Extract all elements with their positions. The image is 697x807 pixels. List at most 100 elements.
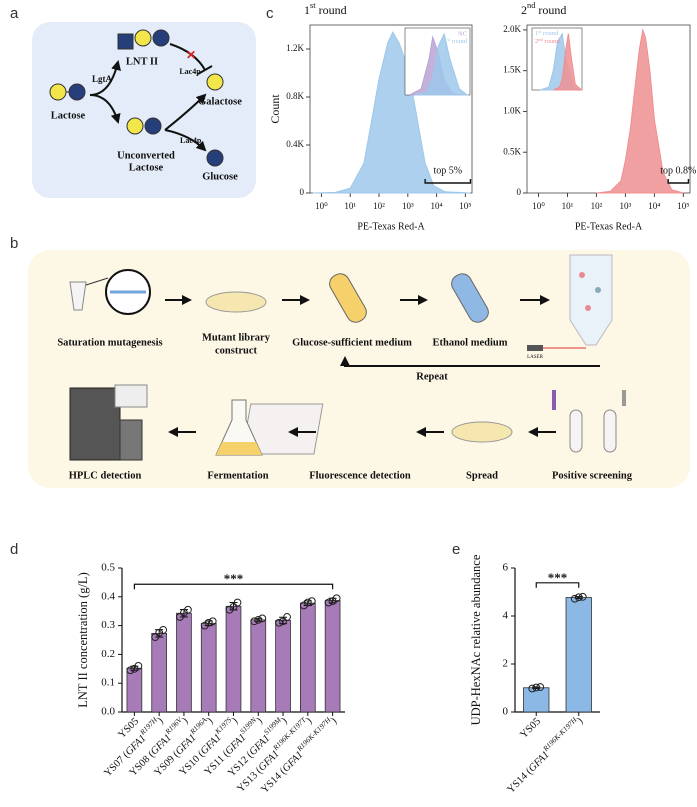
tube: [603, 409, 617, 453]
label: Galactose: [198, 96, 242, 107]
replicate-point: [570, 594, 579, 603]
petri-dish: [451, 421, 513, 443]
histogram: [553, 33, 583, 91]
replicate-point: [159, 626, 168, 634]
x-tick-label: 10⁵: [459, 201, 471, 211]
replicate-point: [134, 662, 143, 670]
x-tick-label: 10¹: [562, 201, 574, 211]
histogram: [596, 27, 684, 194]
replicate-point: [151, 633, 160, 642]
yellow-sugar: [206, 73, 224, 91]
label: Unconverted: [117, 150, 175, 161]
panel-label: c: [266, 5, 274, 22]
x-tick-label: 10⁰: [532, 201, 545, 211]
x-tick-label: 10²: [373, 201, 385, 211]
bar: [176, 612, 192, 713]
y-axis-label: UDP-HexNAc relative abundance: [469, 554, 483, 725]
x-tick-label: 10⁵: [677, 201, 689, 211]
replicate-point: [126, 666, 135, 675]
y-tick-label: 1.5K: [503, 65, 521, 75]
histogram: [312, 31, 471, 194]
replicate-point: [204, 618, 213, 627]
arrow: [164, 93, 207, 131]
repeat-label: Repeat: [416, 371, 448, 382]
panel-label: d: [10, 541, 18, 558]
background: [28, 250, 690, 488]
bar: [275, 620, 291, 713]
y-tick-label: 6: [503, 562, 509, 574]
replicate-point: [184, 605, 192, 614]
x-tick-label: 10³: [620, 201, 632, 211]
inhibit-bar: [197, 65, 213, 75]
x-tick-label: 10⁴: [648, 201, 660, 211]
monitor-icon: [114, 384, 148, 408]
laser: [527, 345, 543, 351]
bar: [126, 667, 143, 713]
replicate-point: [208, 617, 217, 626]
blue-sugar: [144, 117, 162, 135]
y-tick-label: 0.4K: [286, 139, 304, 149]
y-axis-label: LNT II concentration (g/L): [76, 572, 90, 707]
y-tick-label: 0.5K: [503, 146, 521, 156]
replicate-point: [574, 593, 583, 602]
step-label: Positive screening: [552, 470, 633, 481]
y-axis-label: Count: [268, 94, 282, 124]
blue-sugar: [152, 29, 170, 47]
yellow-sugar: [126, 117, 144, 135]
bar: [200, 622, 217, 713]
x-axis-label: PE-Texas Red-A: [357, 221, 425, 232]
label: Lactose: [129, 162, 164, 173]
significance-bracket: [535, 582, 580, 588]
replicate-point: [283, 613, 291, 621]
replicate-point: [307, 597, 316, 606]
step-label: Saturation mutagenesis: [57, 337, 162, 348]
replicate-point: [528, 684, 537, 693]
replicate-point: [324, 598, 333, 607]
replicate-point: [578, 592, 587, 601]
x-tick-label: 10⁰: [315, 201, 328, 211]
step-label: Fluorescence detection: [309, 470, 411, 481]
replicate-point: [233, 598, 242, 607]
legend-entry: 2nd round: [535, 37, 560, 46]
error-bar: [532, 686, 541, 689]
tube-icon: [69, 281, 87, 311]
replicate-point: [254, 615, 263, 624]
label: Lac4p: [180, 136, 202, 145]
legend-entry: 1st round: [444, 37, 468, 46]
error-bar: [574, 596, 583, 599]
inhibit-arrow: [169, 43, 206, 71]
bar: [299, 602, 316, 713]
y-tick-label: 4: [503, 610, 509, 622]
label: LNT II: [126, 56, 158, 67]
label: Glucose: [202, 171, 238, 182]
histogram: [414, 32, 469, 96]
hplc-icon: [69, 387, 121, 461]
x-tick-label: 10²: [591, 201, 603, 211]
x-tick-label: 10¹: [344, 201, 356, 211]
panel-label: e: [452, 541, 460, 558]
replicate-point: [275, 618, 283, 627]
droplet: [585, 305, 591, 311]
label: Lac4p: [179, 67, 201, 76]
legend-entry: NC: [458, 30, 467, 37]
chart-title: 2nd round: [521, 1, 566, 16]
step-label: Ethanol medium: [433, 337, 508, 348]
x-axis-label: PE-Texas Red-A: [575, 221, 643, 232]
y-tick-label: 2: [503, 658, 509, 670]
x-tick-label: 10³: [402, 201, 414, 211]
yellow-sugar: [49, 83, 67, 101]
diagram-a: Lactose LgtA LNT II ✕ Lac4p Galactose Un…: [32, 22, 256, 198]
legend-entry: 1st round: [535, 29, 559, 38]
replicate-point: [258, 614, 267, 623]
y-tick-label: 0.4: [101, 590, 115, 602]
gate: [424, 179, 472, 184]
y-tick-label: 0: [503, 706, 509, 718]
bar: [151, 632, 168, 713]
annotation: top 0.8%: [660, 165, 696, 176]
gate: [667, 179, 690, 184]
panel-label: a: [10, 5, 19, 22]
plate: [552, 390, 556, 410]
blue-square: [117, 33, 134, 50]
background: [32, 22, 256, 198]
blue-sugar: [206, 149, 224, 167]
